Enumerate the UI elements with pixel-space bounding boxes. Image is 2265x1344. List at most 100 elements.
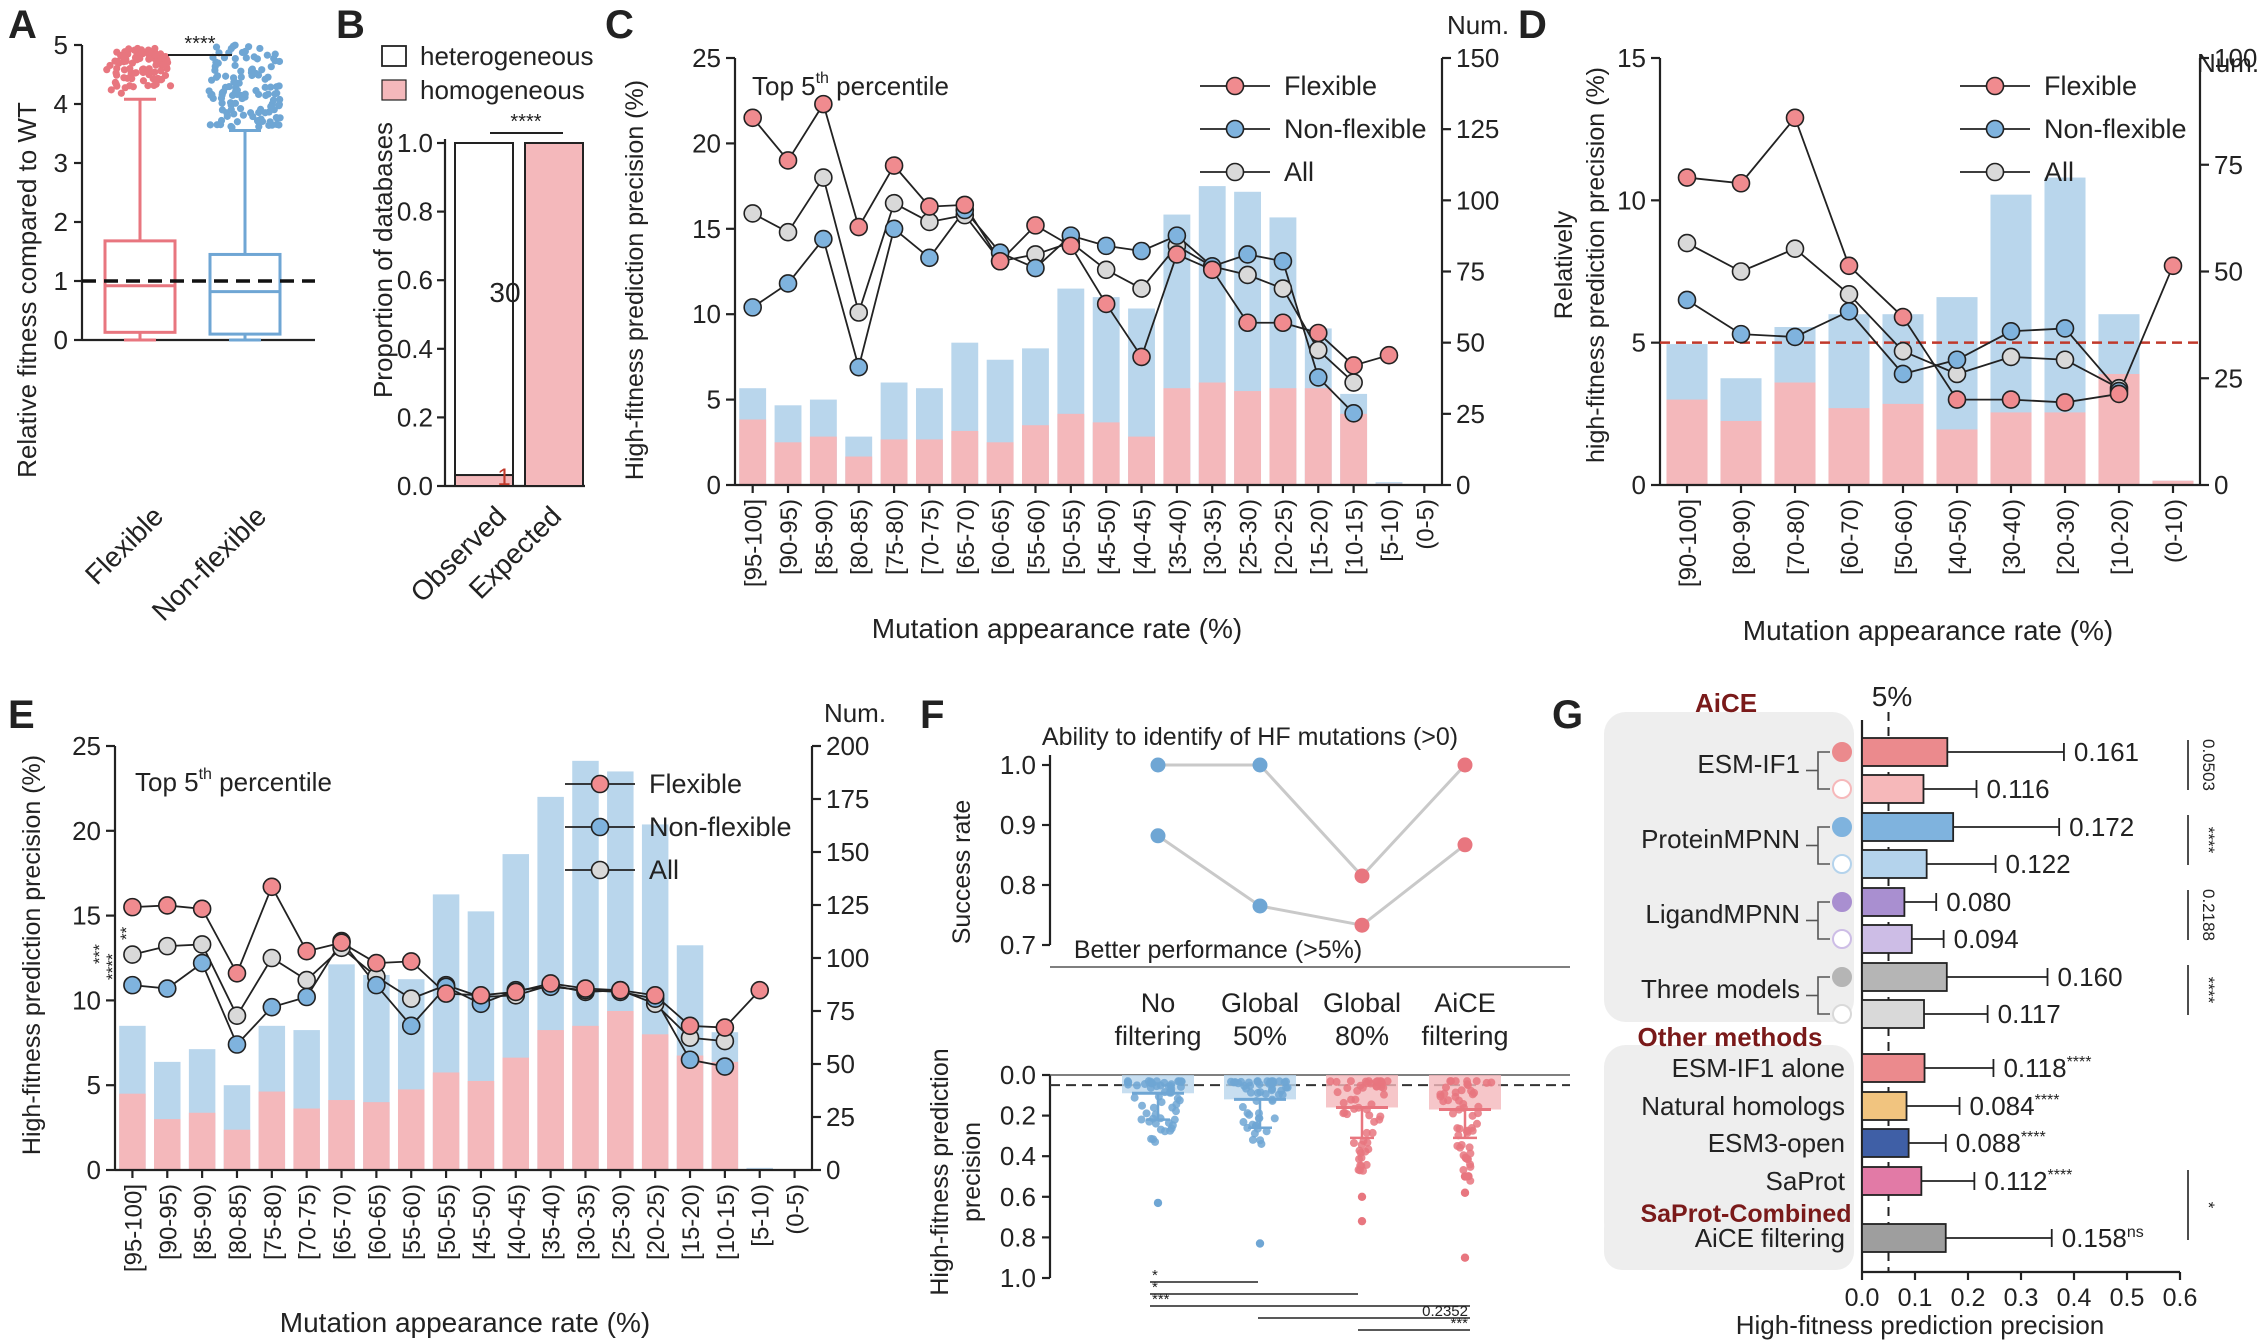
a-outlier-point [228, 91, 237, 100]
a-outlier-point [213, 72, 222, 80]
d-y-tick-label: 5 [1632, 328, 1646, 358]
c-y2-tick-label: 150 [1456, 43, 1499, 73]
a-outlier-point [130, 46, 139, 54]
panel-b-label: B [336, 3, 365, 47]
a-outlier-point [261, 75, 269, 83]
c-bar-flexible [1304, 388, 1332, 485]
f-bottom-outlier [1153, 1198, 1163, 1208]
a-outlier-point [227, 105, 235, 114]
a-outlier-point [121, 84, 129, 92]
g-value-label: 0.118**** [2003, 1053, 2091, 1083]
f-bottom-point [1253, 1077, 1262, 1086]
e-point-non-flexible [715, 1057, 735, 1076]
c-bar-flexible [1340, 413, 1368, 485]
f-top-y-tick-label: 1.0 [1000, 750, 1036, 780]
c-title: Top 5th percentile [752, 70, 949, 101]
d-point-flexible [2109, 384, 2129, 404]
e-point-non-flexible [262, 997, 282, 1017]
d-point-non-flexible [1893, 364, 1913, 384]
f-bottom-point [1124, 1080, 1133, 1089]
c-y-tick-label: 25 [692, 43, 721, 73]
c-point-non-flexible [743, 298, 762, 317]
a-outlier-point [264, 90, 272, 98]
a-outlier-point [113, 48, 121, 56]
g-value-label: 0.084**** [1970, 1091, 2060, 1121]
d-y2-tick-label: 25 [2214, 363, 2243, 393]
c-x-tick-label: [25-30) [1236, 499, 1263, 575]
e-x-tick-label: [25-30) [608, 1184, 635, 1260]
f-category-label: Global [1323, 988, 1401, 1018]
f-cmp-label-5: *** [1450, 1315, 1468, 1332]
d-point-all [1785, 239, 1805, 259]
c-x-tick-label: (0-5) [1412, 499, 1439, 550]
f-bottom-y-tick-label: 0.6 [1000, 1182, 1036, 1212]
e-bar-flexible [641, 1034, 669, 1170]
f-bottom-y-axis-label-line2: precision [958, 1122, 986, 1222]
c-bar-flexible [915, 439, 943, 485]
b-significance-label: **** [510, 111, 541, 133]
f-category-label: filtering [1114, 1021, 1201, 1051]
f-category-label: Global [1221, 988, 1299, 1018]
f-bottom-y-tick-label: 1.0 [1000, 1263, 1036, 1293]
g-saprot-group-box [1604, 1210, 1854, 1270]
f-bottom-point [1459, 1166, 1468, 1175]
c-y2-axis-title: Num. [1447, 10, 1509, 40]
f-bottom-point [1346, 1077, 1355, 1086]
a-outlier-point [159, 61, 168, 69]
d-x-tick-label: [70-80) [1783, 499, 1810, 575]
f-bottom-point [1164, 1118, 1173, 1127]
c-point-all [1238, 265, 1257, 285]
f-bottom-point [1465, 1143, 1474, 1152]
panel-c: C High-fitness prediction precision (%) … [605, 3, 1509, 644]
c-point-all [1096, 260, 1116, 280]
a-outlier-point [273, 114, 282, 122]
e-y2-tick-label: 100 [826, 943, 869, 973]
f-bottom-point [1262, 1127, 1271, 1136]
c-x-tick-label: [75-80) [882, 499, 909, 575]
f-bottom-point [1339, 1109, 1348, 1118]
e-x-tick-label: [80-85) [225, 1184, 252, 1260]
e-x-tick-label: [45-50) [469, 1184, 496, 1260]
g-model-esmif1: ESM-IF1 [1697, 749, 1800, 779]
e-x-tick-label: [55-60) [399, 1184, 426, 1260]
f-category-label: 50% [1233, 1021, 1287, 1051]
f-bottom-outlier [1460, 1172, 1470, 1181]
c-point-flexible [884, 156, 904, 175]
g-bar [1861, 812, 1955, 842]
c-y-tick-label: 0 [707, 470, 721, 500]
a-outlier-point [222, 72, 230, 80]
f-bottom-point [1357, 1153, 1366, 1162]
f-category-label: 80% [1335, 1021, 1389, 1051]
g-x-axis-label: High-fitness prediction precision [1736, 1310, 2105, 1340]
g-variant-marker [1832, 817, 1852, 837]
a-outlier-point [151, 68, 159, 76]
g-variant-marker [1832, 779, 1852, 799]
e-significance-2: ** [117, 926, 136, 940]
c-point-non-flexible [1096, 236, 1116, 256]
g-model-ligandmpnn: LigandMPNN [1645, 899, 1800, 929]
g-variant-marker [1832, 929, 1852, 949]
e-y2-tick-label: 200 [826, 731, 869, 761]
c-bar-flexible [1198, 382, 1226, 485]
a-outlier-point [144, 81, 152, 90]
a-outlier-point [236, 105, 245, 113]
panel-a: A Relative fitness compared to WT 0 1 2 3 4 5… [8, 3, 315, 627]
e-x-tick-label: [60-65) [364, 1184, 391, 1260]
d-legend-marker [1985, 162, 2005, 182]
g-value-label: 0.160 [2058, 962, 2123, 992]
g-x-tick-label: 0.4 [2057, 1284, 2092, 1312]
d-legend-marker [1985, 119, 2005, 139]
a-x-label-flexible: Flexible [79, 500, 169, 590]
d-point-flexible [2055, 393, 2075, 412]
c-legend-label: Flexible [1284, 71, 1377, 101]
f-bottom-point [1343, 1084, 1352, 1093]
c-x-tick-label: [40-45) [1130, 499, 1157, 575]
b-y-tick-label: 1.0 [397, 128, 433, 158]
a-outlier-point [126, 73, 134, 81]
f-bottom-point [1362, 1128, 1371, 1137]
f-top-line-better [1157, 834, 1466, 927]
c-point-flexible [1096, 294, 1116, 314]
e-x-tick-label: [5-10) [748, 1184, 775, 1247]
a-outlier-point [275, 121, 283, 129]
g-x-tick-label: 0.5 [2110, 1284, 2145, 1312]
